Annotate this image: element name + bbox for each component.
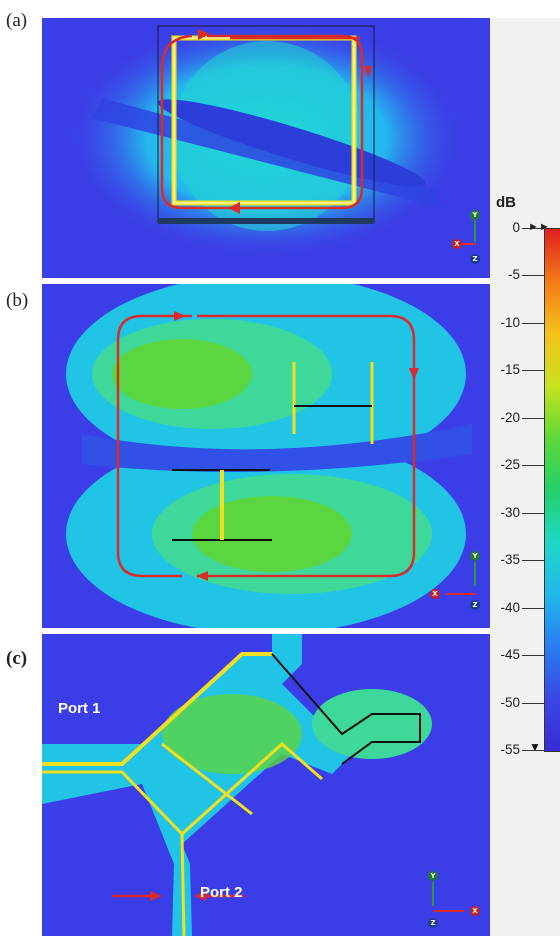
- colorbar-tick-label: -50: [500, 694, 520, 710]
- y-axis-icon: Y: [470, 551, 480, 561]
- y-axis-icon: Y: [428, 871, 438, 881]
- colorbar-tick-mark: [522, 607, 544, 609]
- colorbar-tick-mark: [522, 228, 544, 229]
- y-axis-icon: Y: [470, 210, 480, 220]
- colorbar-tick-mark: [522, 465, 544, 467]
- x-axis-icon: X: [430, 589, 440, 599]
- panel-label-c: (c): [6, 648, 28, 669]
- colorbar-tick-label: -5: [507, 267, 520, 283]
- z-axis-icon: Z: [428, 918, 438, 928]
- z-axis-icon: Z: [470, 600, 480, 610]
- colorbar-tick-mark: [522, 370, 544, 372]
- port-1-label: Port 1: [58, 700, 101, 717]
- x-axis-icon: X: [470, 906, 480, 916]
- z-axis-icon: Z: [470, 254, 480, 264]
- colorbar-tick-label: 0: [512, 220, 520, 235]
- colorbar-tick-mark: [522, 655, 544, 657]
- colorbar-tick-label: -25: [500, 457, 520, 473]
- colorbar-tick-label: -45: [500, 647, 520, 663]
- colorbar-tick-mark: [522, 275, 544, 277]
- top-marker-icon: ►►: [528, 221, 550, 233]
- colorbar-tick-label: -15: [500, 362, 520, 378]
- port-2-label: Port 2: [200, 884, 243, 901]
- panel-c-field-map: [42, 634, 490, 936]
- bottom-marker-icon: ▼: [529, 740, 541, 754]
- colorbar-tick-label: -30: [500, 504, 520, 520]
- x-axis-icon: X: [452, 239, 462, 249]
- panel-label-a: (a): [6, 10, 28, 31]
- panel-b-field-map: [42, 284, 490, 628]
- colorbar-tick-label: -35: [500, 552, 520, 568]
- colorbar-tick-label: -10: [500, 314, 520, 330]
- colorbar-tick-mark: [522, 702, 544, 704]
- colorbar-tick-mark: [522, 560, 544, 562]
- colorbar-tick-label: -55: [500, 742, 520, 757]
- colorbar-unit: dB: [496, 194, 516, 211]
- colorbar-tick-mark: [522, 512, 544, 514]
- colorbar-gradient: [544, 228, 560, 752]
- colorbar-tick-mark: [522, 417, 544, 419]
- colorbar-tick-label: -20: [500, 409, 520, 425]
- colorbar-tick-label: -40: [500, 599, 520, 615]
- colorbar-tick-mark: [522, 322, 544, 324]
- panel-a-field-map: [42, 18, 490, 278]
- panel-label-b: (b): [6, 290, 29, 311]
- colorbar-tick-mark: [522, 750, 544, 751]
